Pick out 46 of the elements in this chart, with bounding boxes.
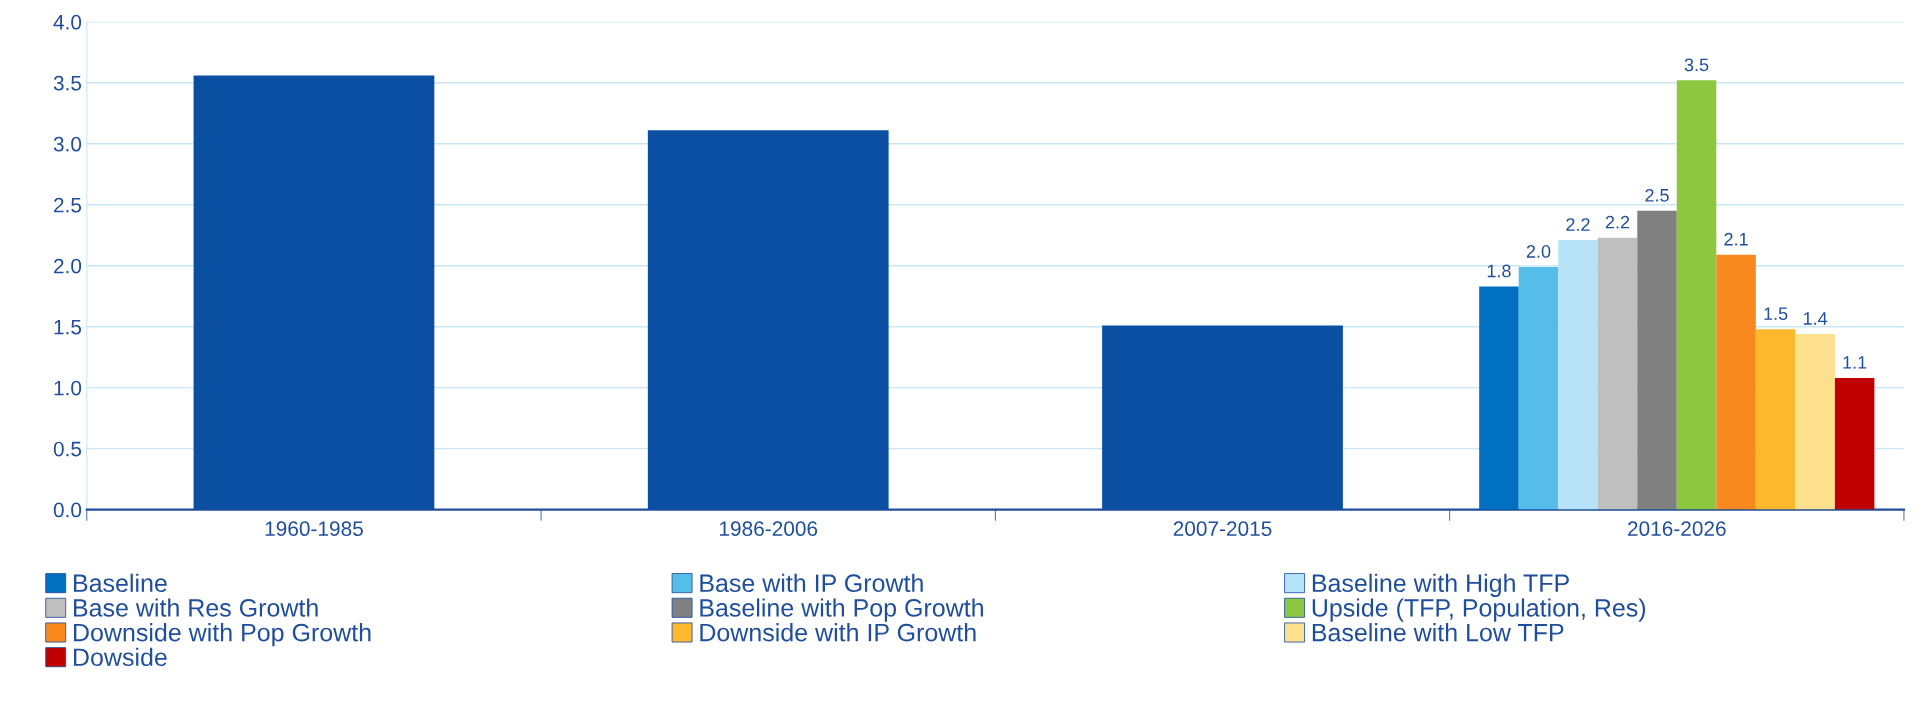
y-tick-label: 2.0 (54, 258, 82, 274)
legend-label: Downside with Pop Growth (74, 623, 371, 647)
bar (647, 130, 889, 510)
legend-label: Baseline with Pop Growth (700, 598, 983, 622)
data-label: 1.8 (1487, 264, 1511, 278)
x-tick-label: 1960-1985 (265, 521, 363, 537)
bar (1637, 210, 1677, 510)
data-label: 2.0 (1526, 245, 1551, 258)
y-tick-label: 0.5 (53, 441, 82, 457)
bar (1479, 286, 1519, 510)
y-tick-label: 3.0 (53, 136, 82, 152)
y-tick-label: 0.0 (53, 502, 82, 518)
legend-label: Upside (TFP, Population, Res) (1312, 598, 1646, 622)
legend-label: Downside with IP Growth (700, 623, 976, 642)
data-label: 2.1 (1724, 232, 1748, 246)
legend-label: Baseline (74, 573, 167, 593)
bar (1518, 266, 1559, 510)
x-tick-label: 1986-2006 (720, 521, 818, 537)
data-label: 2.2 (1566, 218, 1590, 231)
bar (1716, 254, 1756, 510)
legend-label: Baseline with High TFP (1312, 573, 1569, 597)
y-tick-label: 1.5 (54, 319, 82, 335)
bar (1558, 240, 1598, 510)
bar (1834, 377, 1875, 510)
data-label: 2.2 (1605, 215, 1630, 229)
bar (1597, 237, 1638, 510)
y-tick-label: 3.5 (53, 75, 82, 91)
y-tick-label: 1.0 (54, 380, 82, 396)
data-label: 1.4 (1803, 312, 1828, 325)
legend-label: Baseline with Low TFP (1312, 623, 1564, 642)
y-tick-label: 2.5 (54, 197, 82, 213)
legend-label: Base with Res Growth (74, 598, 318, 617)
legend-label: Base with IP Growth (700, 573, 923, 593)
data-label: 1.1 (1843, 356, 1867, 369)
data-label: 1.5 (1764, 307, 1788, 320)
x-tick-label: 2007-2015 (1173, 521, 1272, 537)
legend-label: Dowside (74, 647, 167, 667)
y-tick-label: 4.0 (53, 14, 82, 30)
data-label: 3.5 (1684, 58, 1709, 72)
x-tick-label: 2016-2026 (1628, 521, 1726, 537)
data-label: 2.5 (1645, 188, 1669, 202)
bar (1795, 334, 1835, 510)
bar (193, 75, 435, 510)
bar (1755, 329, 1796, 510)
bar (1102, 325, 1343, 510)
bar (1676, 80, 1717, 510)
